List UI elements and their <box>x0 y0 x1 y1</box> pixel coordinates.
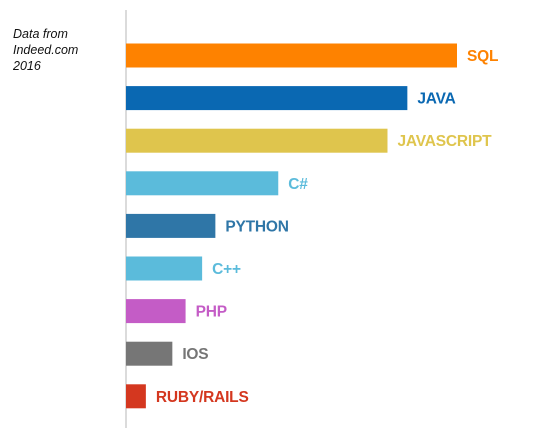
source-note-line-3: 2016 <box>13 59 41 73</box>
bar-python <box>126 213 216 238</box>
bar-label-sql: SQL <box>467 48 498 65</box>
bar-sql <box>126 43 457 68</box>
bars-group: SQL JAVA JAVASCRIPT C# PYTHON C++ PHP IOS RUBY/R… <box>126 43 498 409</box>
bar-label-python: PYTHON <box>225 218 288 235</box>
bar-php <box>126 299 186 324</box>
bar-label-php: PHP <box>196 304 227 321</box>
source-note-line-2: Indeed.com <box>13 43 79 57</box>
bar-ios <box>126 341 173 366</box>
source-note-line-1: Data from <box>13 27 68 41</box>
bar-label-javascript: JAVASCRIPT <box>397 133 492 150</box>
bar-c <box>126 256 203 281</box>
bar-label-c: C++ <box>212 261 241 278</box>
bar-label-ruby-rails: RUBY/RAILS <box>156 389 249 406</box>
bar-c <box>126 171 279 196</box>
bar-ruby-rails <box>126 384 146 409</box>
source-note: Data from Indeed.com 2016 <box>13 26 113 74</box>
bar-label-java: JAVA <box>417 91 455 108</box>
bar-java <box>126 86 408 111</box>
bar-javascript <box>126 128 388 153</box>
bar-label-c: C# <box>288 176 308 193</box>
bar-label-ios: IOS <box>182 346 208 363</box>
